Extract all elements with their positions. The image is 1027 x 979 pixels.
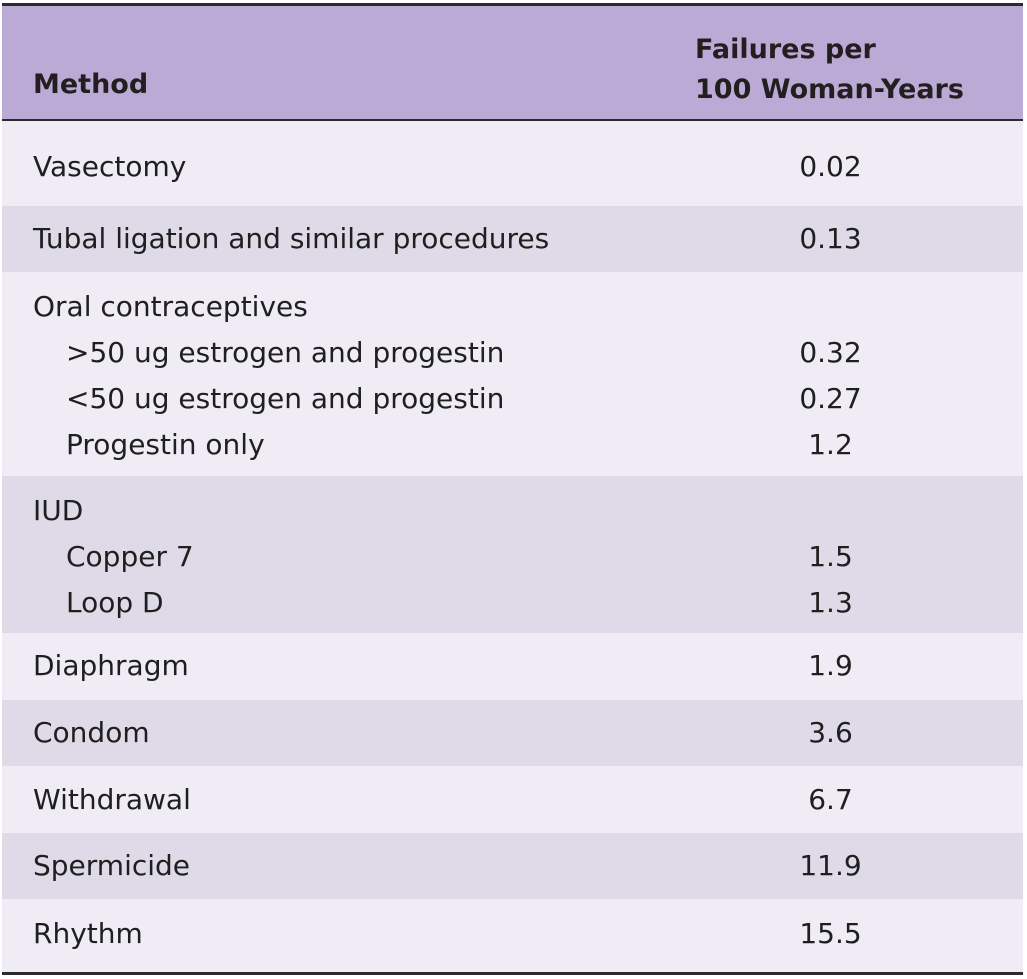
failure-value: 1.9 xyxy=(808,649,853,682)
table-row: Vasectomy 0.02 xyxy=(2,121,1023,206)
row-line: Oral contraceptives xyxy=(2,284,1023,330)
failure-value: 0.27 xyxy=(799,382,862,415)
method-label: Tubal ligation and similar procedures xyxy=(33,222,550,255)
method-label: Rhythm xyxy=(33,917,143,950)
method-sublabel: Progestin only xyxy=(66,428,265,461)
method-sublabel: Copper 7 xyxy=(66,540,194,573)
header-failures: Failures per 100 Woman-Years xyxy=(695,30,964,110)
row-lines: Oral contraceptives >50 ug estrogen and … xyxy=(2,284,1023,468)
table-row: Withdrawal 6.7 xyxy=(2,766,1023,833)
header-failures-line2: 100 Woman-Years xyxy=(695,74,964,105)
table-header: Method Failures per 100 Woman-Years xyxy=(2,6,1023,121)
row-line: IUD xyxy=(2,488,1023,534)
row-line: Spermicide 11.9 xyxy=(2,843,1023,889)
table-row: Diaphragm 1.9 xyxy=(2,633,1023,700)
failure-value: 0.02 xyxy=(799,150,862,183)
table-row: Spermicide 11.9 xyxy=(2,833,1023,899)
failure-value: 15.5 xyxy=(799,917,862,950)
failure-value: 11.9 xyxy=(799,849,862,882)
row-subline: Copper 7 1.5 xyxy=(2,534,1023,580)
row-line: Withdrawal 6.7 xyxy=(2,777,1023,823)
bottom-rule xyxy=(2,972,1023,975)
method-label: Vasectomy xyxy=(33,150,187,183)
failure-value: 0.32 xyxy=(799,336,862,369)
table-row: Tubal ligation and similar procedures 0.… xyxy=(2,206,1023,272)
header-failures-line1: Failures per xyxy=(695,34,876,65)
table-row: Rhythm 15.5 xyxy=(2,899,1023,972)
method-label: Condom xyxy=(33,716,150,749)
method-label: Withdrawal xyxy=(33,783,191,816)
failure-value: 1.2 xyxy=(808,428,853,461)
failure-value: 1.3 xyxy=(808,586,853,619)
method-label: IUD xyxy=(33,494,84,527)
row-subline: >50 ug estrogen and progestin 0.32 xyxy=(2,330,1023,376)
row-line: Diaphragm 1.9 xyxy=(2,643,1023,689)
row-subline: Loop D 1.3 xyxy=(2,580,1023,626)
row-line: Condom 3.6 xyxy=(2,710,1023,756)
row-line: Vasectomy 0.02 xyxy=(2,144,1023,190)
failure-value: 0.13 xyxy=(799,222,862,255)
contraceptive-failure-table: Method Failures per 100 Woman-Years Vase… xyxy=(2,3,1023,975)
method-sublabel: <50 ug estrogen and progestin xyxy=(66,382,505,415)
failure-value: 6.7 xyxy=(808,783,853,816)
method-label: Spermicide xyxy=(33,849,191,882)
row-lines: IUD Copper 7 1.5 Loop D 1.3 xyxy=(2,488,1023,626)
failure-value: 1.5 xyxy=(808,540,853,573)
table-row: Oral contraceptives >50 ug estrogen and … xyxy=(2,272,1023,476)
top-rule xyxy=(2,3,1023,6)
failure-value: 3.6 xyxy=(808,716,853,749)
row-subline: Progestin only 1.2 xyxy=(2,422,1023,468)
table-row: IUD Copper 7 1.5 Loop D 1.3 xyxy=(2,476,1023,633)
method-label: Diaphragm xyxy=(33,649,189,682)
row-line: Rhythm 15.5 xyxy=(2,911,1023,957)
row-line: Tubal ligation and similar procedures 0.… xyxy=(2,216,1023,262)
table-row: Condom 3.6 xyxy=(2,700,1023,766)
method-label: Oral contraceptives xyxy=(33,290,308,323)
row-subline: <50 ug estrogen and progestin 0.27 xyxy=(2,376,1023,422)
header-method: Method xyxy=(33,69,149,100)
method-sublabel: Loop D xyxy=(66,586,164,619)
method-sublabel: >50 ug estrogen and progestin xyxy=(66,336,505,369)
